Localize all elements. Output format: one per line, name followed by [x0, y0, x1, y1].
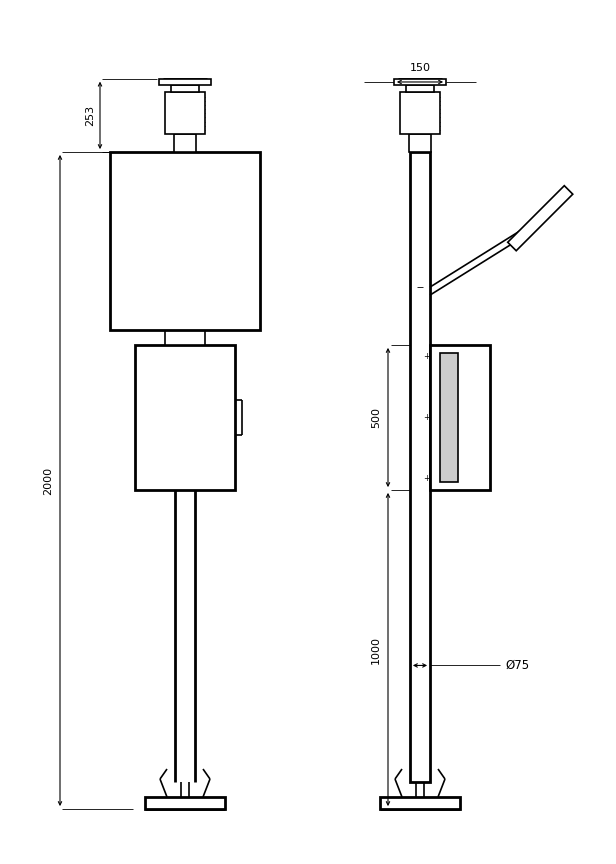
- Text: +: +: [424, 413, 431, 422]
- Text: 1000: 1000: [371, 636, 381, 664]
- Text: 253: 253: [85, 105, 95, 126]
- Bar: [409, 134, 431, 152]
- Bar: [174, 134, 196, 152]
- Bar: [400, 92, 440, 134]
- Text: +: +: [424, 473, 431, 483]
- Text: Ø75: Ø75: [505, 659, 529, 672]
- Bar: [171, 86, 199, 92]
- Bar: [145, 797, 225, 809]
- Text: +: +: [424, 353, 431, 361]
- Bar: [159, 79, 211, 86]
- Bar: [406, 86, 434, 92]
- Bar: [165, 330, 205, 345]
- Text: 500: 500: [371, 407, 381, 428]
- Bar: [410, 152, 430, 782]
- Text: 2000: 2000: [43, 467, 53, 494]
- Bar: [430, 345, 490, 490]
- Bar: [135, 345, 235, 490]
- Bar: [110, 152, 260, 330]
- Bar: [380, 797, 460, 809]
- Bar: [394, 79, 446, 86]
- Polygon shape: [508, 186, 573, 251]
- Bar: [440, 353, 458, 482]
- Text: 150: 150: [410, 63, 431, 73]
- Bar: [165, 92, 205, 134]
